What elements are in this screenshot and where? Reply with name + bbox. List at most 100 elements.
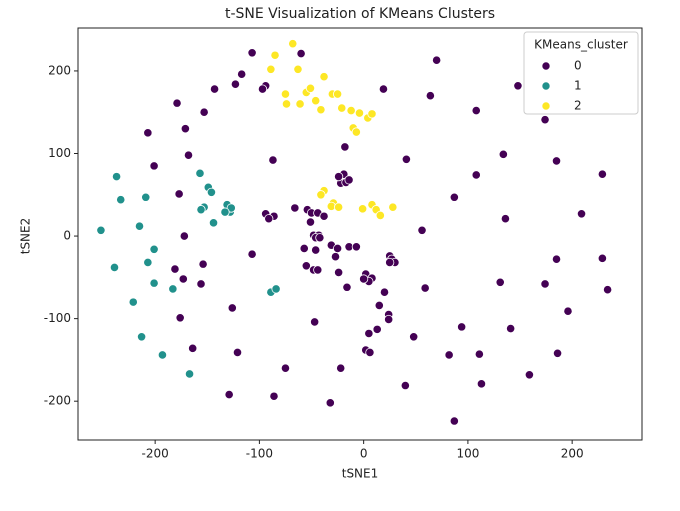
- point: [319, 72, 329, 82]
- point: [337, 103, 347, 113]
- point: [449, 416, 459, 426]
- point: [316, 190, 326, 200]
- point: [188, 343, 198, 353]
- chart-title: t-SNE Visualization of KMeans Clusters: [225, 6, 495, 22]
- point: [364, 328, 374, 339]
- point: [332, 243, 343, 254]
- y-tick-label: -200: [44, 394, 71, 408]
- point: [196, 279, 206, 289]
- point: [524, 370, 535, 380]
- point: [334, 267, 344, 277]
- legend-marker: [541, 81, 551, 91]
- point: [227, 303, 237, 313]
- point: [602, 285, 613, 295]
- point: [270, 50, 280, 60]
- point: [425, 91, 435, 101]
- point: [563, 306, 573, 316]
- point: [498, 149, 508, 159]
- point: [540, 279, 550, 289]
- legend-box: [523, 31, 639, 115]
- point: [149, 278, 159, 288]
- point: [374, 300, 384, 311]
- point: [178, 274, 188, 284]
- point: [379, 287, 390, 297]
- point: [143, 128, 153, 138]
- x-tick-label: 0: [360, 447, 368, 461]
- point: [540, 115, 550, 125]
- point: [116, 195, 126, 205]
- legend-marker: [541, 101, 551, 111]
- point: [449, 192, 459, 202]
- point: [237, 69, 247, 79]
- point: [342, 282, 352, 292]
- x-axis-label: tSNE1: [342, 467, 379, 481]
- point: [315, 233, 325, 243]
- y-tick-label: 100: [48, 146, 71, 160]
- legend-label: 0: [574, 59, 582, 73]
- legend-label: 2: [574, 99, 582, 113]
- y-tick-label: -100: [44, 311, 71, 325]
- point: [365, 347, 375, 358]
- point: [296, 48, 306, 59]
- point: [576, 209, 587, 219]
- point: [149, 244, 159, 254]
- point: [388, 202, 398, 212]
- point: [280, 363, 291, 373]
- point: [330, 252, 341, 262]
- x-tick-label: 200: [561, 447, 584, 461]
- point: [281, 99, 292, 109]
- point: [271, 284, 281, 294]
- point: [206, 187, 217, 197]
- point: [313, 265, 323, 275]
- point: [299, 243, 309, 254]
- point: [157, 350, 168, 360]
- point: [384, 314, 394, 325]
- point: [280, 89, 291, 99]
- point: [597, 169, 607, 179]
- point: [325, 398, 335, 408]
- point: [551, 254, 562, 264]
- point: [334, 172, 344, 182]
- legend-marker: [541, 61, 551, 71]
- point: [513, 81, 523, 91]
- point: [305, 83, 316, 93]
- point: [474, 349, 484, 359]
- point: [208, 218, 219, 228]
- point: [417, 225, 427, 235]
- point: [500, 214, 511, 224]
- point: [128, 297, 138, 307]
- point: [378, 84, 389, 94]
- point: [354, 108, 365, 118]
- point: [175, 313, 185, 323]
- point: [293, 64, 303, 74]
- point: [183, 150, 194, 160]
- point: [172, 98, 182, 108]
- point: [506, 323, 516, 334]
- point: [409, 332, 419, 342]
- point: [180, 124, 190, 134]
- point: [471, 170, 481, 180]
- point: [340, 142, 350, 152]
- x-tick-label: -100: [246, 447, 273, 461]
- point: [375, 210, 385, 221]
- point: [334, 202, 344, 212]
- point: [198, 259, 208, 269]
- point: [232, 347, 243, 358]
- point: [552, 348, 563, 358]
- point: [597, 253, 607, 263]
- point: [551, 156, 562, 166]
- point: [288, 39, 298, 49]
- point: [196, 205, 206, 215]
- point: [367, 109, 377, 119]
- point: [174, 189, 184, 199]
- y-axis-label: tSNE2: [19, 218, 33, 255]
- point: [358, 204, 368, 214]
- point: [432, 55, 442, 65]
- y-tick-label: 200: [48, 63, 71, 77]
- point: [257, 84, 268, 94]
- point: [311, 245, 321, 255]
- point: [266, 64, 276, 74]
- point: [290, 203, 300, 213]
